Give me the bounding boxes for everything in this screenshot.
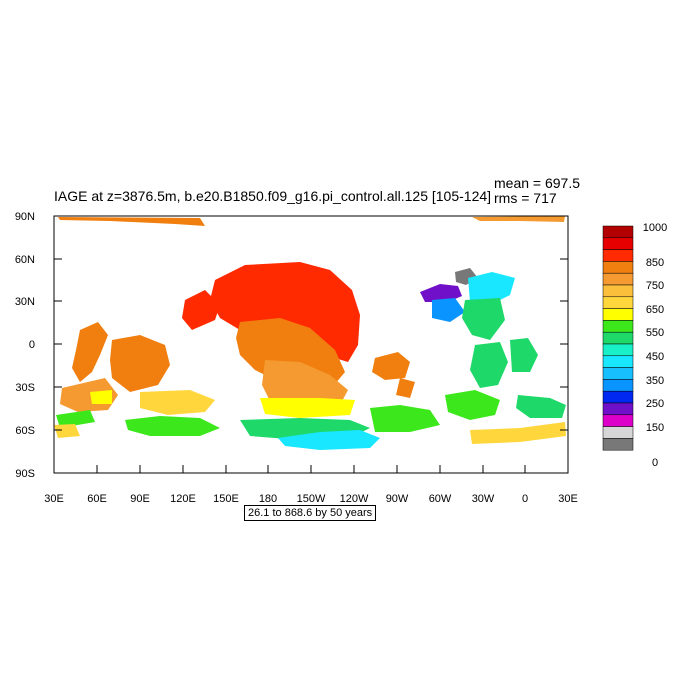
colorbar-swatch [602,237,634,250]
field-southern-6 [516,395,566,418]
colorbar-swatch [602,308,634,321]
colorbar [602,225,634,451]
field-indian-ocean [72,322,108,382]
colorbar-swatch [602,296,634,309]
x-tick-label: 90E [130,493,150,505]
colorbar-swatch [602,272,634,286]
field-atlantic-n-cyan [468,272,515,305]
colorbar-label: 550 [646,327,664,339]
y-tick-label: 30N [15,296,35,308]
mean-value: mean = 697.5 [494,175,581,191]
colorbar-swatch [602,249,634,262]
x-tick-label: 30W [472,493,495,505]
field-atlantic-n-blue [432,298,465,322]
colorbar-swatch [602,320,634,333]
colorbar-label: 750 [646,280,664,292]
y-tick-marks [54,215,568,474]
x-tick-label: 0 [522,493,528,505]
y-tick-label: 0 [29,339,35,351]
colorbar-swatch [602,343,634,357]
x-tick-label: 150W [297,493,326,505]
x-tick-label: 120E [170,493,196,505]
x-tick-marks [53,465,569,473]
y-tick-label: 60S [15,425,35,437]
x-tick-label: 180 [259,493,277,505]
colorbar-label: 250 [646,398,664,410]
x-tick-label: 60W [429,493,452,505]
field-southern-yel [54,424,80,438]
x-tick-label: 90W [386,493,409,505]
field-atlantic-eq [470,342,508,388]
field-indian-yellow [90,390,112,404]
y-tick-label: 30S [15,382,35,394]
colorbar-label: 650 [646,304,664,316]
colorbar-label: 450 [646,351,664,363]
colorbar-swatch [602,331,634,345]
colorbar-swatch [602,438,634,451]
field-south-pacific-lt [262,360,348,410]
data-field [54,216,566,450]
colorbar-label: 1000 [643,222,667,234]
colorbar-swatch [602,379,634,392]
field-east-pacific [372,352,410,380]
x-tick-label: 30E [558,493,578,505]
colorbar-label: 350 [646,375,664,387]
field-southern-cyan [278,430,380,450]
field-south-pacific-yel [260,398,355,418]
y-tick-label: 90N [15,211,35,223]
colorbar-swatch [602,426,634,439]
field-atlantic-east [510,338,538,372]
colorbar-label: 0 [652,457,658,469]
y-tick-label: 90S [15,468,35,480]
colorbar-swatch [602,414,634,427]
x-tick-label: 30E [44,493,64,505]
field-southern-5 [445,390,500,420]
field-atlantic-mid [462,298,505,340]
field-arctic-east [472,216,565,222]
colorbar-swatch [602,390,634,404]
rms-value: rms = 717 [494,190,557,206]
field-southern-4 [370,405,440,432]
field-indian-ocean-2 [110,335,170,392]
map-title: IAGE at z=3876.5m, b.e20.B1850.f09_g16.p… [54,188,492,204]
colorbar-swatch [602,261,634,274]
x-tick-label: 120W [340,493,369,505]
field-southern-yel-2 [470,422,566,444]
colorbar-swatch [602,284,634,298]
field-east-pacific-2 [396,378,415,398]
colorbar-swatch [602,355,634,368]
field-north-pacific [210,262,360,362]
x-tick-label: 60E [87,493,107,505]
colorbar-label: 850 [646,257,664,269]
x-tick-label: 150E [213,493,239,505]
colorbar-swatch [602,225,634,239]
field-southern-2 [125,416,220,436]
field-atlantic-n-mag [420,284,462,302]
field-south-indian [140,390,215,415]
colorbar-swatch [602,367,634,380]
field-arctic-west [58,217,205,226]
colorbar-label: 150 [646,422,664,434]
y-tick-label: 60N [15,254,35,266]
field-southern-1 [56,410,95,428]
contour-info-caption: 26.1 to 868.6 by 50 years [244,505,377,521]
colorbar-swatch [602,402,634,416]
